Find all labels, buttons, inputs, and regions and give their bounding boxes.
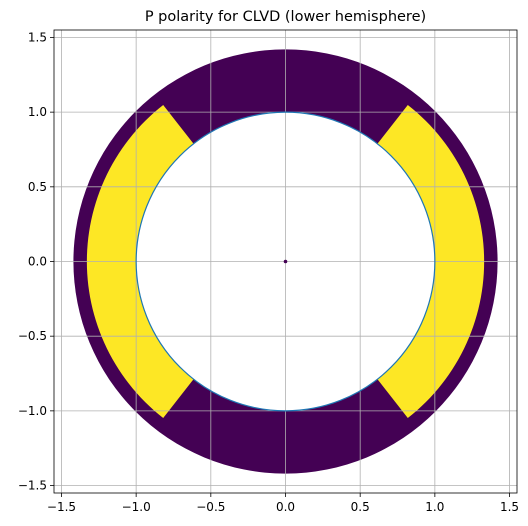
chart-title: P polarity for CLVD (lower hemisphere) xyxy=(145,9,426,25)
y-tick-label: −0.5 xyxy=(18,329,47,343)
y-axis: −1.5 −1.0 −0.5 0.0 0.5 1.0 1.5 xyxy=(18,30,54,493)
x-tick-label: 0.5 xyxy=(351,500,370,514)
center-point xyxy=(283,259,288,264)
positive-polarity-lobe-left xyxy=(86,104,194,419)
y-tick-label: 0.0 xyxy=(28,255,47,269)
y-tick-label: 1.5 xyxy=(28,30,47,44)
x-tick-label: 1.0 xyxy=(425,500,444,514)
y-tick-label: 1.0 xyxy=(28,105,47,119)
x-tick-label: 0.0 xyxy=(276,500,295,514)
unit-circle xyxy=(135,111,436,412)
x-axis: −1.5 −1.0 −0.5 0.0 0.5 1.0 1.5 xyxy=(47,493,519,514)
y-tick-label: −1.0 xyxy=(18,404,47,418)
y-tick-label: 0.5 xyxy=(28,180,47,194)
x-tick-label: −1.0 xyxy=(122,500,151,514)
x-tick-label: 1.5 xyxy=(500,500,519,514)
x-tick-label: −1.5 xyxy=(47,500,76,514)
overlay xyxy=(135,111,436,412)
x-tick-label: −0.5 xyxy=(196,500,225,514)
y-tick-label: −1.5 xyxy=(18,479,47,493)
positive-polarity-lobe-right xyxy=(377,104,485,419)
